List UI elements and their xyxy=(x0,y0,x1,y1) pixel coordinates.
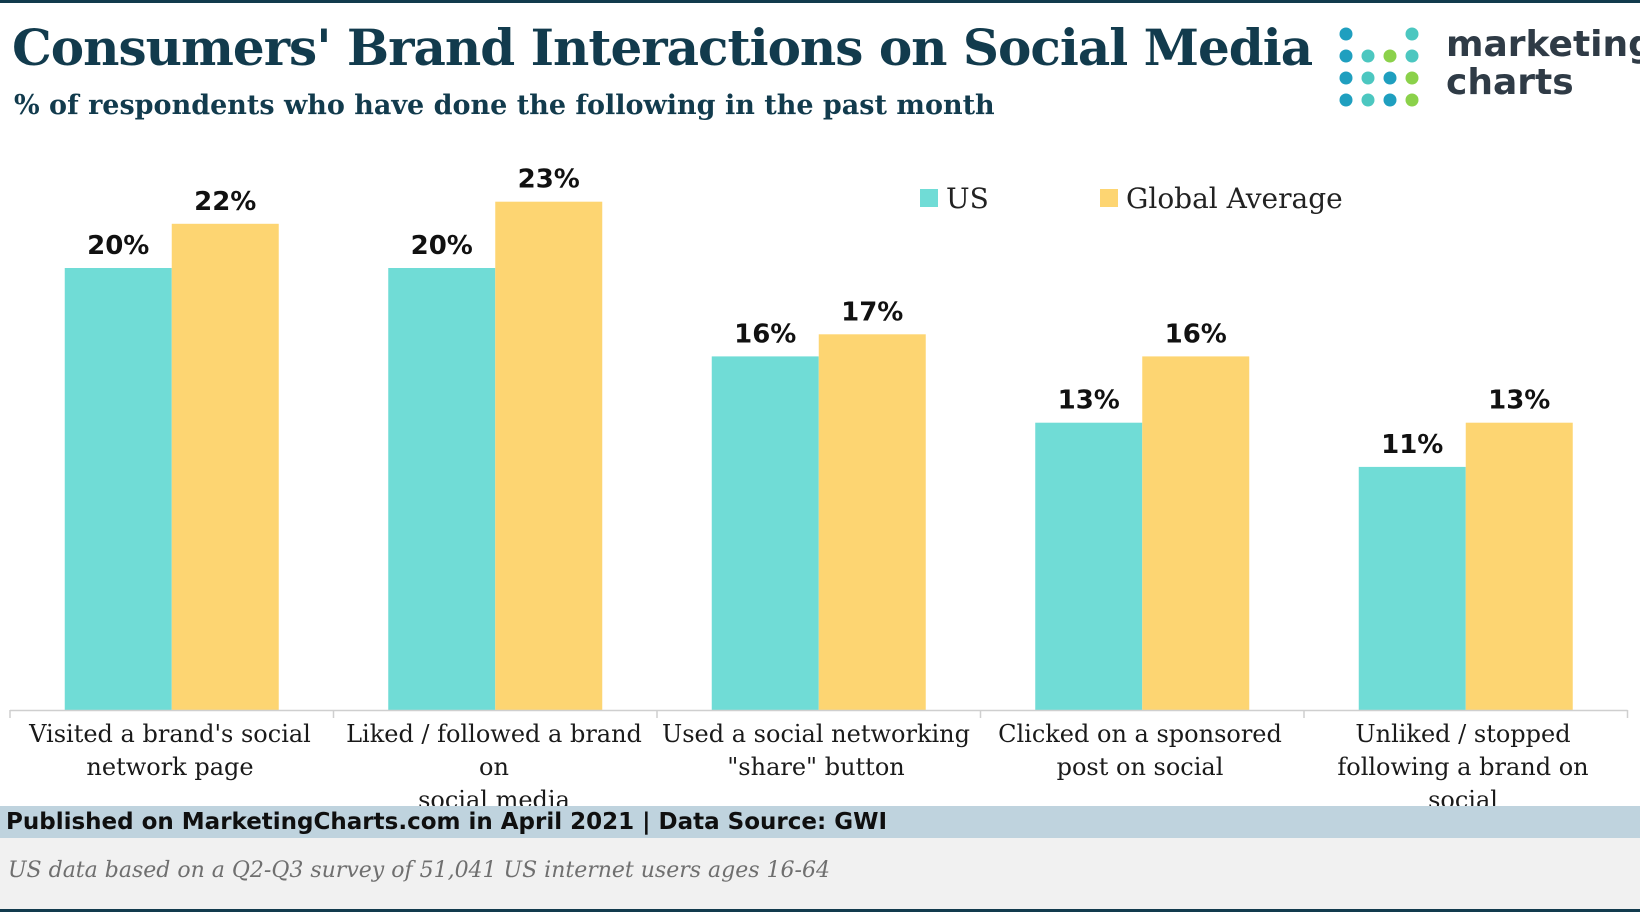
logo-dot xyxy=(1361,49,1375,63)
bar-global-average-3 xyxy=(1142,356,1250,710)
data-label-global-average-4: 13% xyxy=(1488,386,1550,416)
logo-dot xyxy=(1405,71,1419,85)
category-label-sponsored: Clicked on a sponsored post on social xyxy=(980,718,1300,784)
methodology-note-text: US data based on a Q2-Q3 survey of 51,04… xyxy=(8,858,830,883)
bar-us-1 xyxy=(388,268,496,710)
logo-dots-icon xyxy=(1339,27,1419,107)
legend-item-us: US xyxy=(920,180,989,216)
logo-dot xyxy=(1383,93,1397,107)
data-label-us-3: 13% xyxy=(1058,386,1120,416)
data-label-global-average-3: 16% xyxy=(1165,319,1227,349)
logo-dot xyxy=(1339,93,1353,107)
logo-dot xyxy=(1339,27,1353,41)
data-label-us-0: 20% xyxy=(87,231,149,261)
bar-us-0 xyxy=(64,268,172,710)
logo-dot xyxy=(1383,49,1397,63)
marketingcharts-logo: marketing charts xyxy=(1336,22,1640,112)
data-label-us-4: 11% xyxy=(1381,430,1443,460)
data-label-us-2: 16% xyxy=(734,319,796,349)
logo-text-line1: marketing xyxy=(1446,24,1640,65)
bar-global-average-4 xyxy=(1465,422,1573,710)
category-label-line: network page xyxy=(86,753,254,781)
top-border xyxy=(0,0,1640,3)
category-label-unliked: Unliked / stopped following a brand on s… xyxy=(1303,718,1623,817)
logo-text-line2: charts xyxy=(1446,62,1574,103)
logo-dot xyxy=(1361,71,1375,85)
category-label-line: "share" button xyxy=(727,753,905,781)
logo-text: marketing charts xyxy=(1446,26,1640,102)
category-label-share: Used a social networking "share" button xyxy=(656,718,976,784)
bar-global-average-0 xyxy=(171,223,279,711)
methodology-note: US data based on a Q2-Q3 survey of 51,04… xyxy=(0,838,1640,910)
logo-dot xyxy=(1405,49,1419,63)
bottom-border xyxy=(0,909,1640,912)
logo-dot xyxy=(1339,71,1353,85)
category-label-line: post on social xyxy=(1056,753,1224,781)
bar-us-4 xyxy=(1358,466,1466,710)
category-label-liked: Liked / followed a brand on social media xyxy=(334,718,654,817)
logo-dot xyxy=(1361,93,1375,107)
chart-title: Consumers' Brand Interactions on Social … xyxy=(12,18,1313,77)
legend-label-us: US xyxy=(946,181,989,215)
legend-swatch-us xyxy=(920,189,938,207)
category-label-line: Liked / followed a brand on xyxy=(346,720,642,781)
data-label-global-average-1: 23% xyxy=(518,165,580,195)
bar-us-3 xyxy=(1035,422,1143,710)
footer-bar: Published on MarketingCharts.com in Apri… xyxy=(0,806,1640,838)
data-label-us-1: 20% xyxy=(411,231,473,261)
chart-subtitle: % of respondents who have done the follo… xyxy=(14,90,995,121)
category-label-line: Unliked / stopped xyxy=(1355,720,1571,748)
category-label-visited: Visited a brand's social network page xyxy=(10,718,330,784)
legend-label-global-average: Global Average xyxy=(1126,181,1343,215)
legend-swatch-global-average xyxy=(1100,189,1118,207)
legend-item-global-average: Global Average xyxy=(1100,180,1343,216)
category-label-line: Visited a brand's social xyxy=(29,720,311,748)
logo-dot xyxy=(1383,71,1397,85)
data-label-global-average-0: 22% xyxy=(194,187,256,217)
logo-dot xyxy=(1405,93,1419,107)
bar-us-2 xyxy=(711,356,819,710)
logo-dot xyxy=(1405,27,1419,41)
category-label-line: Used a social networking xyxy=(662,720,970,748)
bar-global-average-2 xyxy=(818,334,926,710)
published-source-text: Published on MarketingCharts.com in Apri… xyxy=(6,809,888,835)
category-label-line: Clicked on a sponsored xyxy=(998,720,1282,748)
logo-dot xyxy=(1339,49,1353,63)
bar-chart: 20% 22% 20% 23% 16% 17% 13% 16% 11% 13% xyxy=(9,165,1629,718)
data-label-global-average-2: 17% xyxy=(841,297,903,327)
bar-global-average-1 xyxy=(495,201,603,710)
